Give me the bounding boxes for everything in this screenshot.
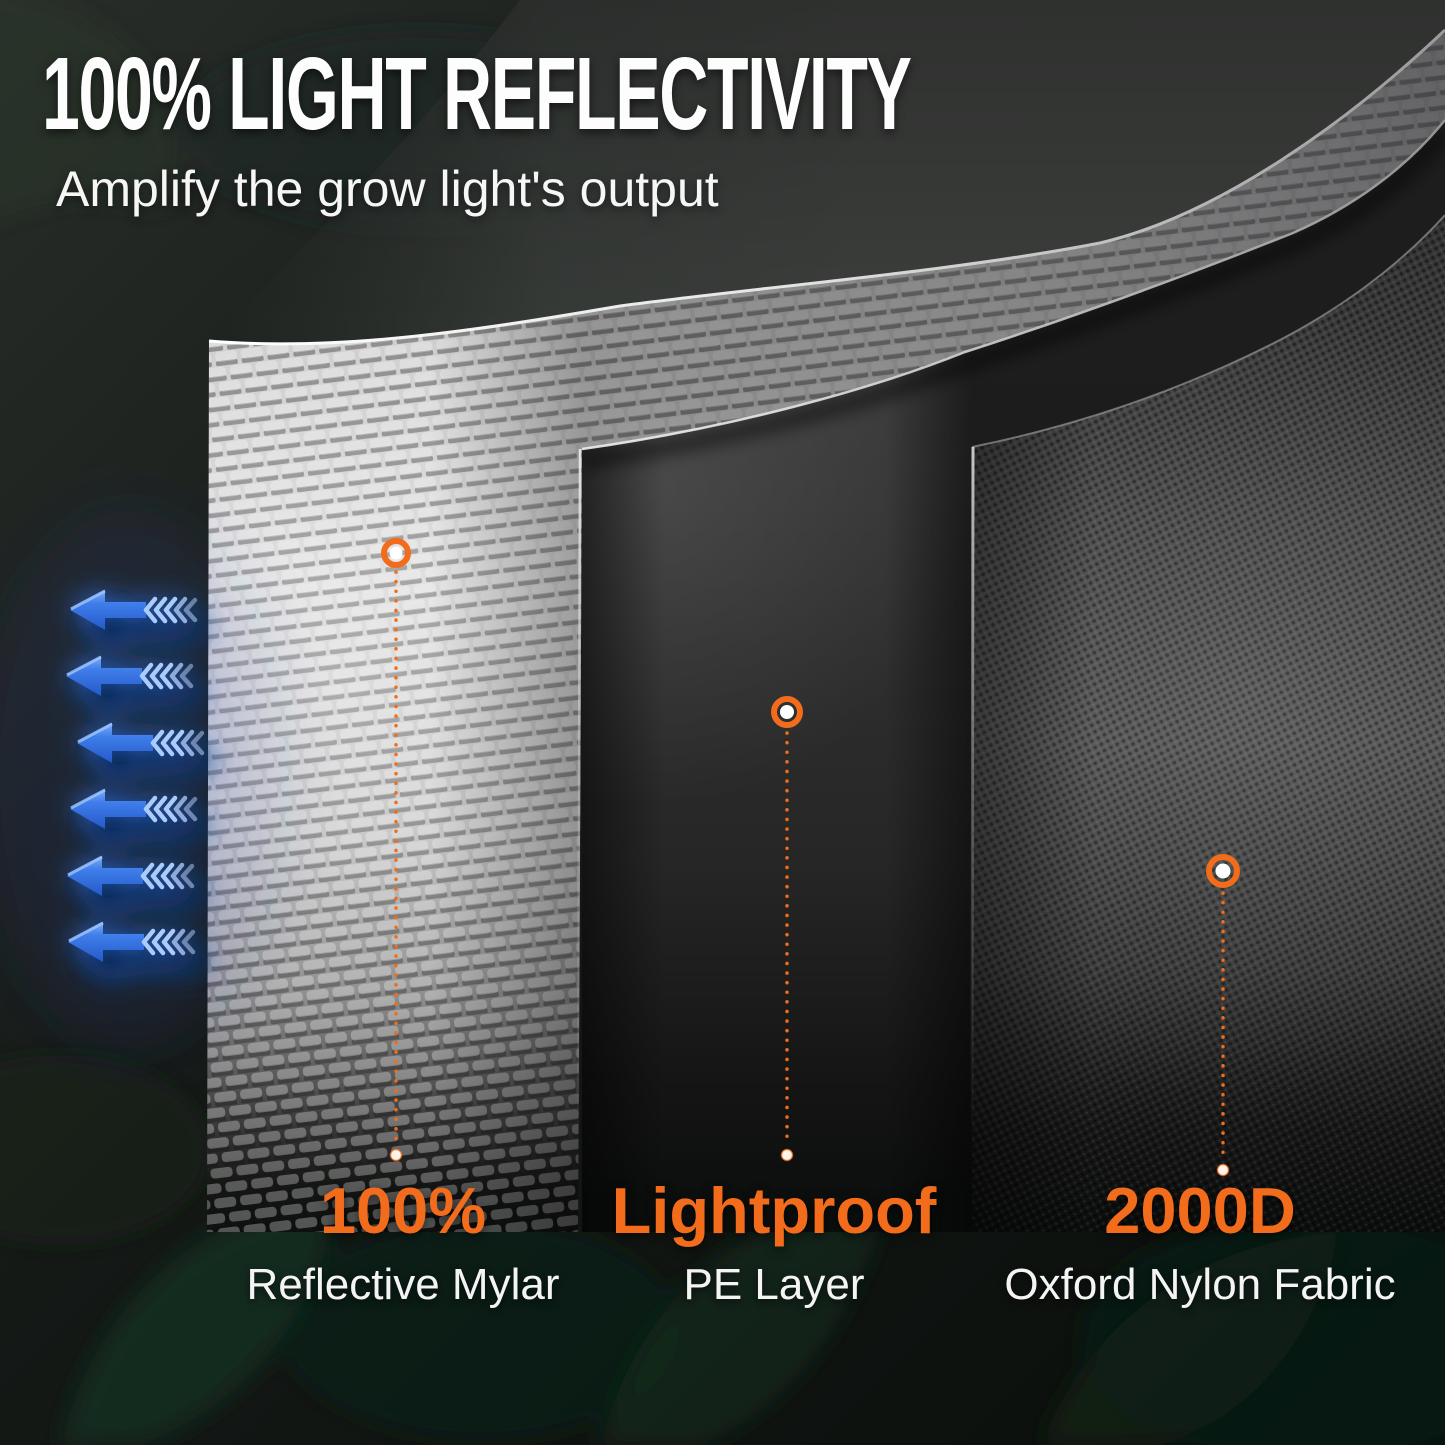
layer-label-oxford: 2000D Oxford Nylon Fabric (950, 1178, 1445, 1307)
callout-marker-pe (771, 696, 803, 1162)
layer-value: 2000D (1104, 1174, 1296, 1247)
layer-value: 100% (319, 1174, 487, 1247)
reflective-mylar-panel (207, 28, 1445, 1232)
fabric-outer-surface (209, 0, 1445, 344)
oxford-edge-highlight (970, 446, 975, 1141)
arrow-glow-backdrop (0, 510, 280, 1050)
callout-marker-mylar (381, 538, 411, 1162)
layer-name: PE Layer (683, 1260, 865, 1309)
layer-label-pe: Lightproof PE Layer (524, 1178, 1024, 1307)
callout-marker-oxford (1206, 854, 1240, 1177)
header: 100% LIGHT REFLECTIVITY Amplify the grow… (42, 36, 1358, 218)
band-shadow (580, 127, 1445, 469)
page-subtitle: Amplify the grow light's output (56, 161, 719, 218)
oxford-nylon-panel (970, 214, 1445, 1232)
page-title: 100% LIGHT REFLECTIVITY (42, 36, 912, 151)
layer-value: Lightproof (611, 1174, 937, 1247)
layer-label-mylar: 100% Reflective Mylar (153, 1178, 653, 1307)
mylar-edge-highlight (576, 448, 582, 1151)
layer-name: Oxford Nylon Fabric (1004, 1260, 1396, 1309)
layer-name: Reflective Mylar (246, 1260, 560, 1309)
